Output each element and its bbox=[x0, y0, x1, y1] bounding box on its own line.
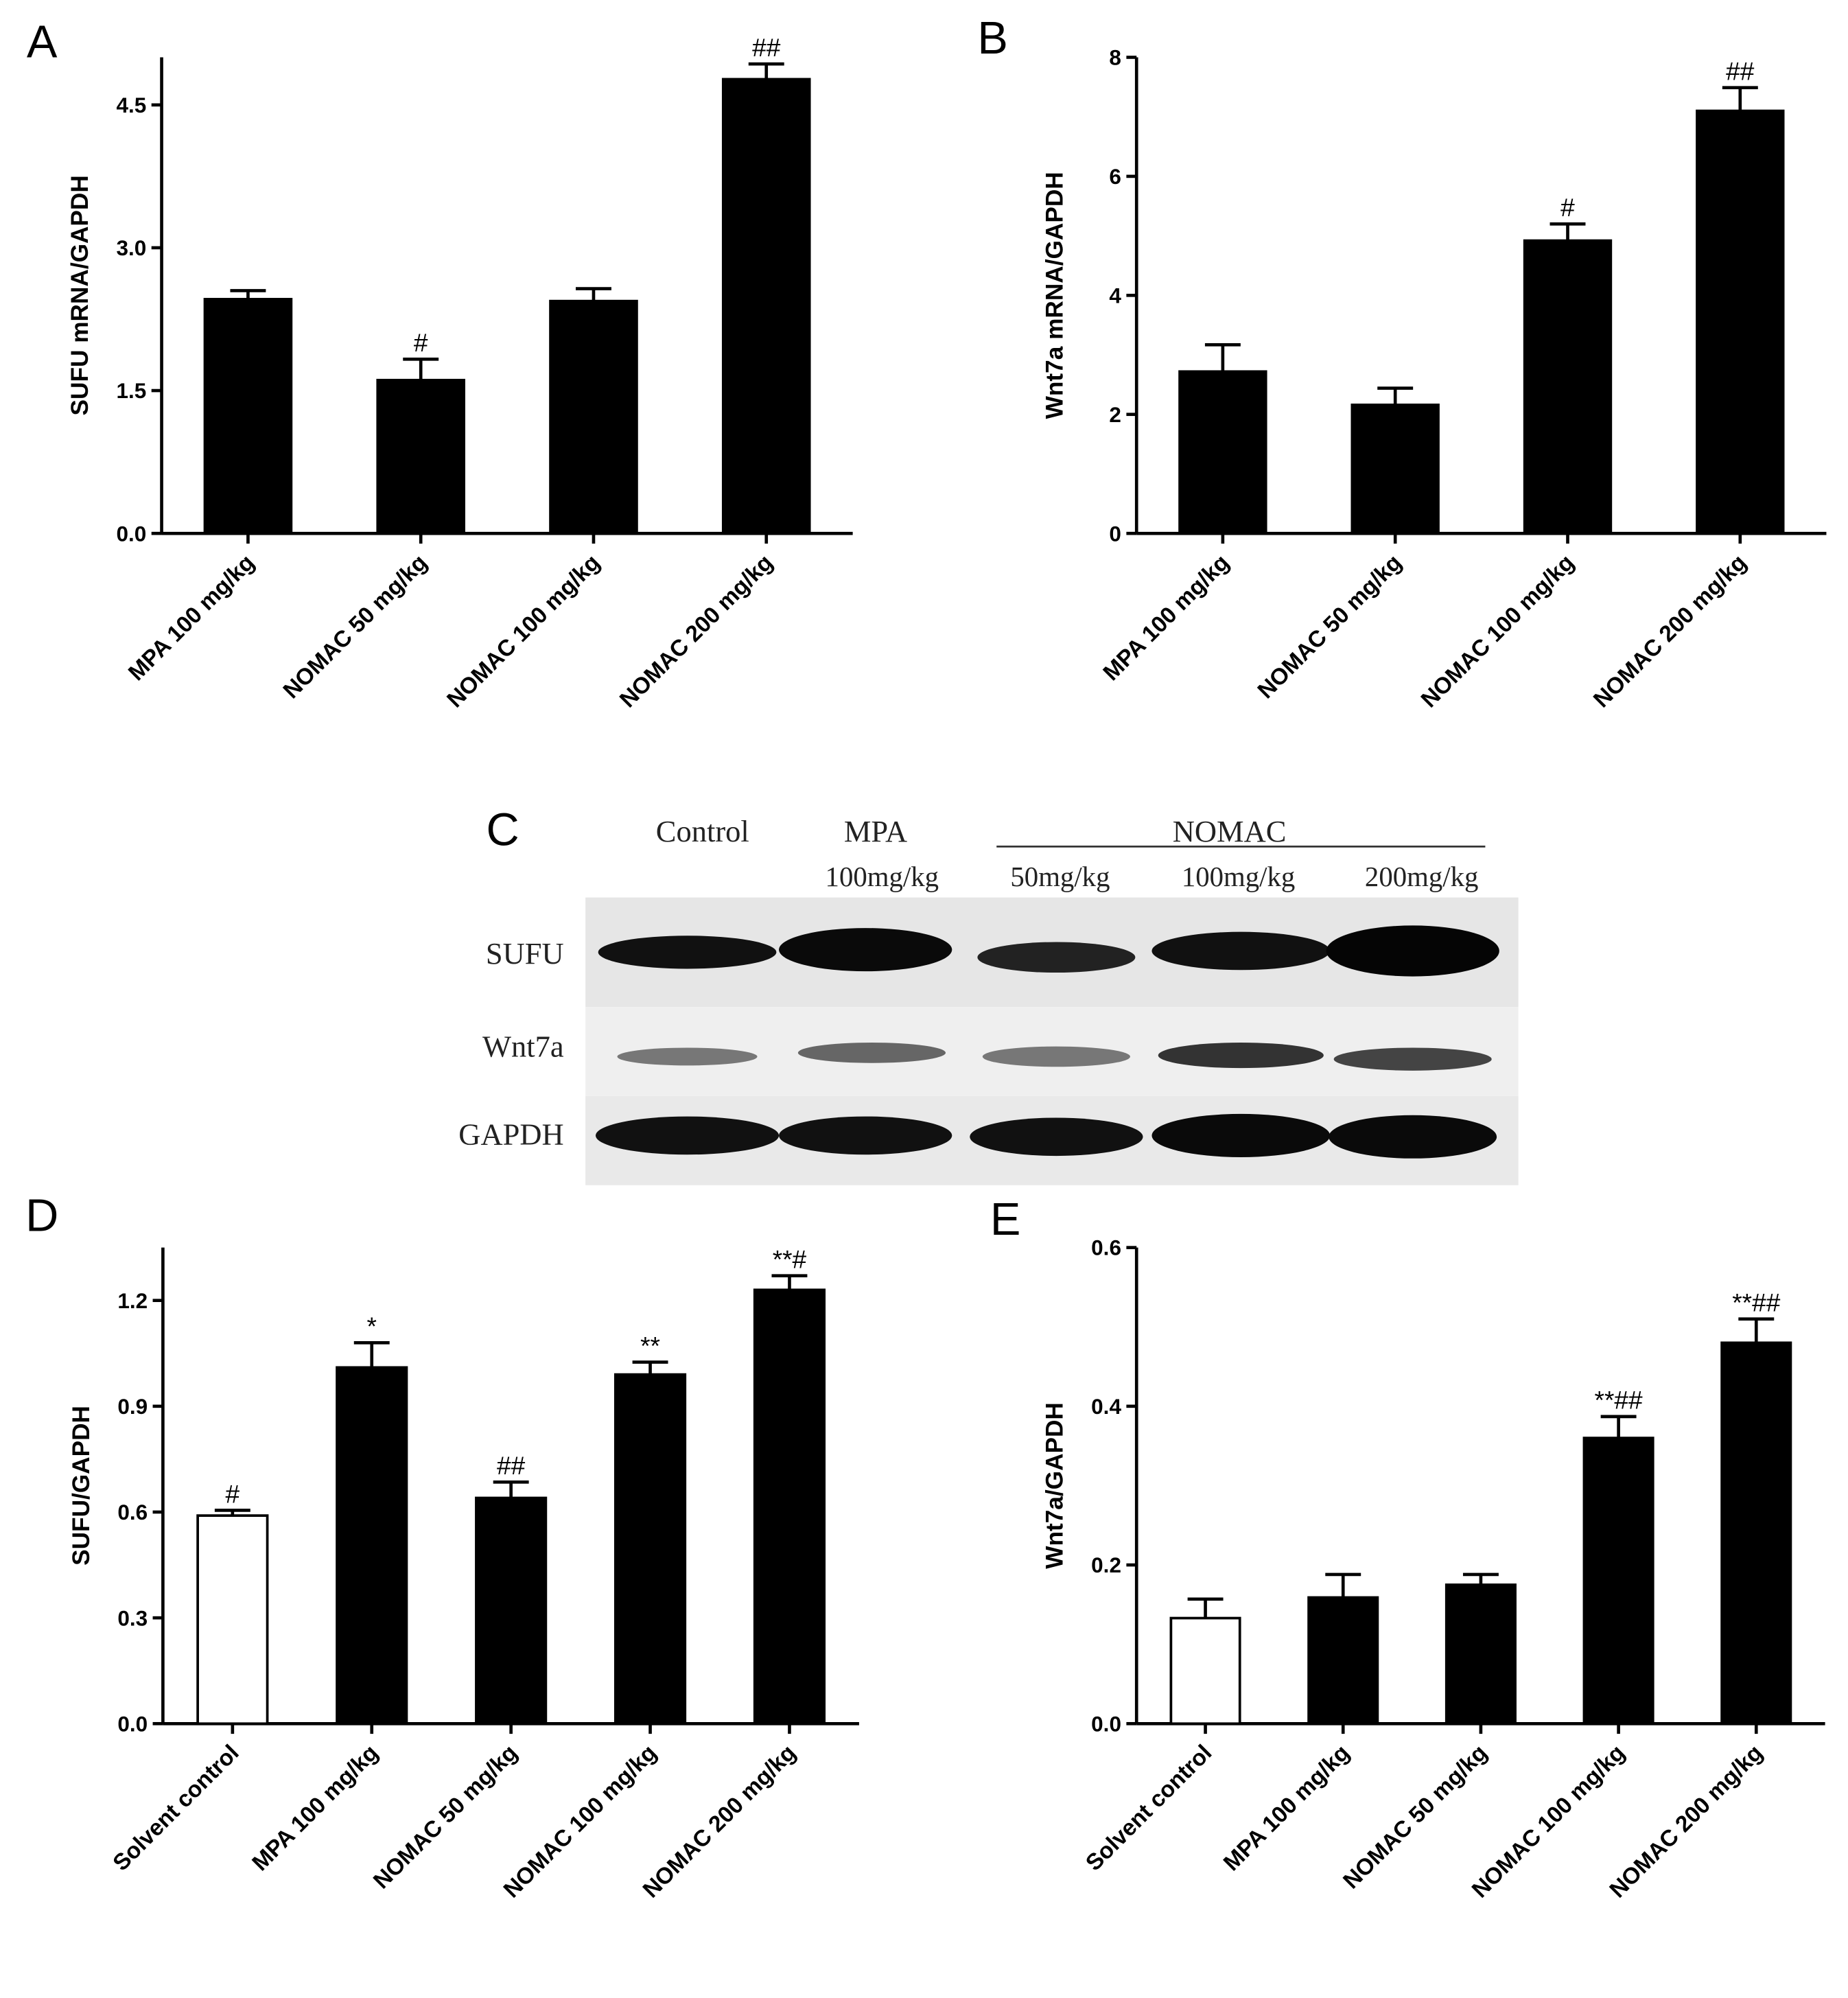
annotation: ## bbox=[497, 1451, 526, 1480]
y-tick-label: 0 bbox=[1109, 521, 1121, 546]
y-tick-label: 6 bbox=[1109, 164, 1121, 189]
y-tick-label: 0.3 bbox=[117, 1605, 148, 1630]
bar bbox=[1582, 1437, 1654, 1726]
bar bbox=[549, 299, 638, 535]
y-tick-label: 2 bbox=[1109, 402, 1121, 427]
error-bar bbox=[1325, 1572, 1361, 1598]
y-tick-label: 4 bbox=[1109, 283, 1121, 307]
y-tick-label: 0.0 bbox=[1091, 1711, 1121, 1736]
y-tick-label: 0.9 bbox=[117, 1394, 148, 1419]
annotation: **## bbox=[1732, 1288, 1780, 1317]
error-bar bbox=[771, 1274, 808, 1290]
error-bar bbox=[214, 1509, 250, 1516]
error-bar bbox=[748, 62, 784, 80]
error-bar bbox=[632, 1360, 668, 1375]
error-bar bbox=[1549, 222, 1586, 241]
y-tick-label: 8 bbox=[1109, 45, 1121, 70]
y-axis-label: Wnt7a/GAPDH bbox=[1042, 1402, 1068, 1569]
bar bbox=[1523, 239, 1613, 535]
annotation: ## bbox=[1726, 57, 1755, 86]
annotation: # bbox=[414, 328, 428, 357]
error-bar bbox=[1462, 1572, 1499, 1585]
annotation: ** bbox=[640, 1331, 660, 1360]
blot-image bbox=[585, 897, 1519, 1185]
bar bbox=[475, 1496, 548, 1726]
error-bar bbox=[230, 289, 266, 299]
bar bbox=[1350, 404, 1440, 535]
bar bbox=[613, 1373, 687, 1726]
bar bbox=[1178, 370, 1267, 535]
error-bar bbox=[353, 1341, 390, 1368]
bar bbox=[1307, 1596, 1379, 1726]
dose-label: 100mg/kg bbox=[1182, 861, 1295, 892]
annotation: ## bbox=[752, 33, 781, 62]
bar bbox=[336, 1366, 408, 1726]
y-tick-label: 0.4 bbox=[1091, 1394, 1121, 1419]
error-bar bbox=[1738, 1317, 1775, 1343]
panel-letter: C bbox=[486, 805, 519, 856]
annotation: # bbox=[1560, 193, 1575, 222]
row-label: SUFU bbox=[486, 936, 564, 971]
bar bbox=[753, 1288, 826, 1726]
panel-letter: D bbox=[25, 1191, 58, 1242]
y-tick-label: 0.6 bbox=[1091, 1235, 1121, 1260]
y-tick-label: 1.2 bbox=[117, 1288, 148, 1313]
panel-letter: E bbox=[990, 1194, 1021, 1245]
error-bar bbox=[493, 1480, 529, 1498]
error-bar bbox=[1722, 86, 1758, 111]
bar bbox=[1696, 109, 1785, 535]
y-tick-label: 0.0 bbox=[117, 1711, 148, 1736]
bar bbox=[203, 298, 293, 535]
annotation: **# bbox=[773, 1245, 807, 1274]
y-tick-label: 1.5 bbox=[116, 378, 146, 403]
y-tick-label: 4.5 bbox=[116, 93, 146, 117]
error-bar bbox=[576, 287, 611, 301]
error-bar bbox=[1600, 1415, 1637, 1439]
bar bbox=[1720, 1341, 1792, 1726]
annotation: # bbox=[226, 1479, 240, 1508]
y-axis-label: SUFU/GAPDH bbox=[68, 1406, 95, 1566]
row-label: GAPDH bbox=[458, 1117, 563, 1151]
dose-label: 100mg/kg bbox=[826, 861, 939, 892]
y-tick-label: 0.6 bbox=[117, 1500, 148, 1524]
dose-label: 50mg/kg bbox=[1010, 861, 1110, 892]
row-label: Wnt7a bbox=[482, 1029, 564, 1063]
y-tick-label: 0.0 bbox=[116, 521, 146, 546]
bar bbox=[1169, 1616, 1241, 1726]
bar bbox=[376, 378, 466, 535]
bar bbox=[721, 78, 811, 535]
error-bar bbox=[1187, 1597, 1224, 1618]
y-axis-label: SUFU mRNA/GAPDH bbox=[67, 175, 93, 415]
panel-letter: B bbox=[977, 13, 1008, 64]
bar bbox=[1445, 1583, 1517, 1726]
error-bar bbox=[1204, 342, 1241, 372]
bar bbox=[196, 1514, 269, 1726]
annotation: * bbox=[367, 1312, 377, 1340]
y-tick-label: 0.2 bbox=[1091, 1553, 1121, 1577]
group-label: MPA bbox=[844, 814, 907, 848]
annotation: **## bbox=[1595, 1386, 1643, 1415]
dose-label: 200mg/kg bbox=[1365, 861, 1478, 892]
panel-letter: A bbox=[27, 16, 58, 67]
error-bar bbox=[1377, 386, 1414, 405]
error-bar bbox=[403, 357, 439, 380]
group-label: Control bbox=[656, 814, 749, 848]
y-tick-label: 3.0 bbox=[116, 235, 146, 260]
group-label: NOMAC bbox=[1173, 814, 1287, 848]
y-axis-label: Wnt7a mRNA/GAPDH bbox=[1042, 172, 1068, 419]
